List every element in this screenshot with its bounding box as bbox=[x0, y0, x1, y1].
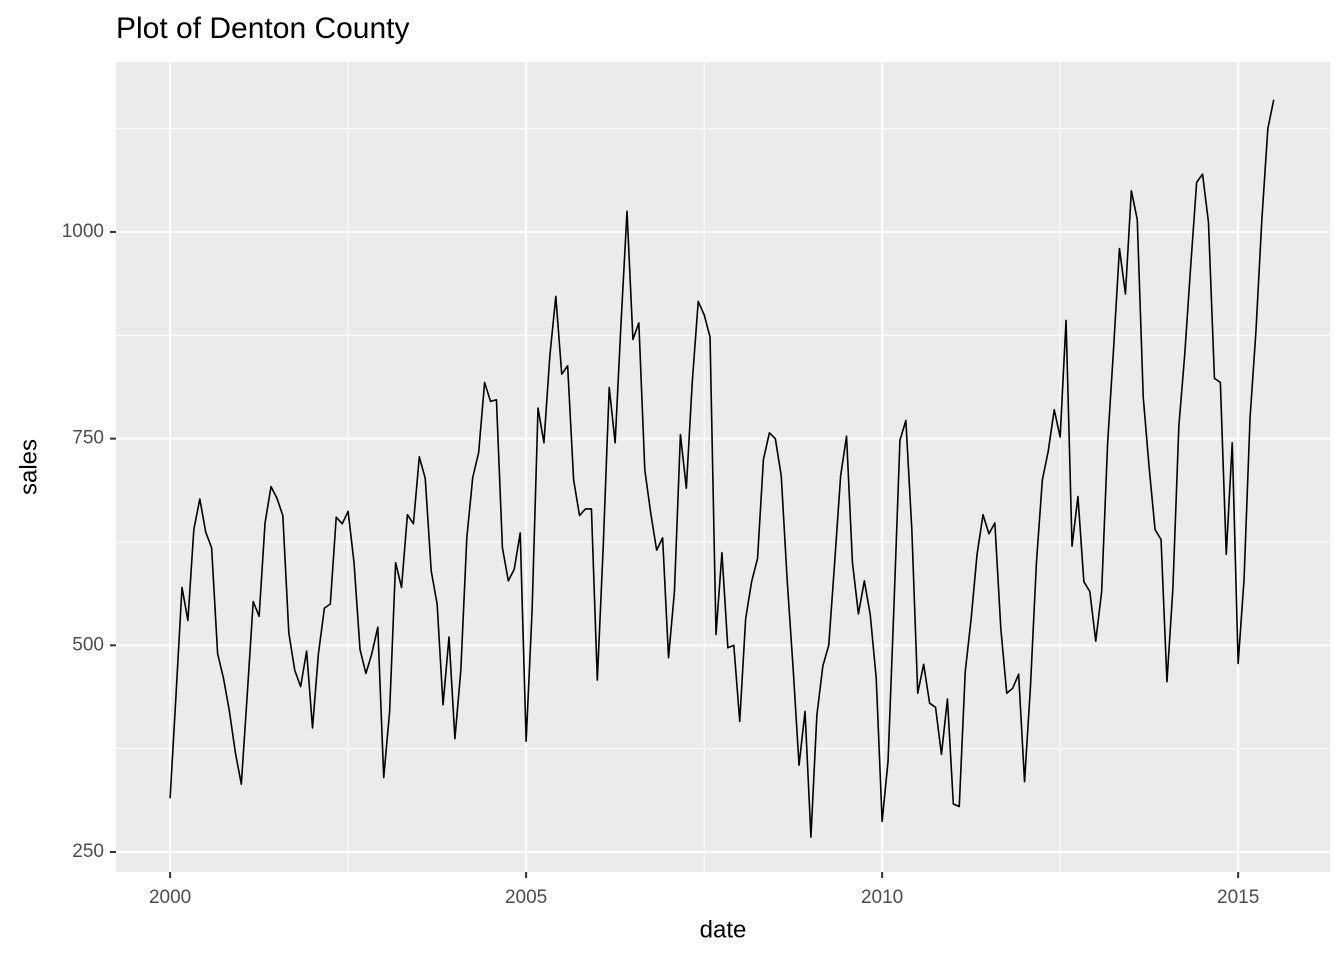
x-tick-label: 2015 bbox=[1217, 887, 1259, 908]
x-axis-title: date bbox=[700, 916, 747, 943]
x-tick-label: 2000 bbox=[149, 887, 191, 908]
x-tick-label: 2010 bbox=[861, 887, 903, 908]
y-tick-label: 250 bbox=[72, 841, 104, 862]
y-tick-label: 500 bbox=[72, 634, 104, 655]
y-tick-label: 1000 bbox=[62, 221, 104, 242]
x-tick-label: 2005 bbox=[505, 887, 547, 908]
marks bbox=[169, 99, 1275, 838]
grid bbox=[116, 62, 1330, 872]
y-axis-title: sales bbox=[15, 439, 42, 495]
chart-title: Plot of Denton County bbox=[116, 12, 410, 45]
panel bbox=[116, 62, 1330, 872]
line bbox=[169, 99, 1275, 838]
y-tick-label: 750 bbox=[72, 428, 104, 449]
